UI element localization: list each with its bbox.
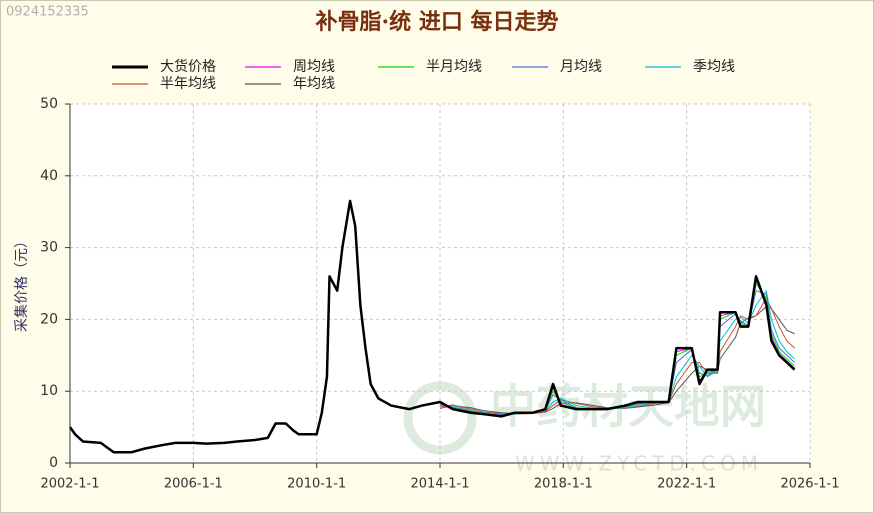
- lines: [68, 199, 796, 454]
- y-tick-label: 20: [40, 311, 58, 327]
- y-axis-label: 采集价格（元）: [13, 234, 30, 332]
- legend-label: 周均线: [293, 59, 335, 75]
- axes: 0 10 20 30 40 50 2002-1-1 2006-1-1 2010-1-1 2014-…: [40, 96, 839, 492]
- legend-label: 大货价格: [160, 58, 216, 75]
- y-tick-label: 0: [49, 455, 58, 471]
- y-tick-label: 50: [40, 96, 58, 112]
- legend-label: 年均线: [293, 76, 335, 92]
- x-tick-label: 2002-1-1: [40, 477, 99, 492]
- x-tick-label: 2010-1-1: [287, 477, 346, 492]
- legend-label: 月均线: [560, 59, 602, 75]
- legend-label: 季均线: [693, 59, 735, 75]
- x-tick-label: 2018-1-1: [534, 477, 593, 492]
- y-tick-label: 30: [40, 240, 58, 256]
- x-tick-label: 2026-1-1: [780, 477, 839, 492]
- x-tick-label: 2022-1-1: [657, 477, 716, 492]
- y-tick-label: 10: [40, 383, 58, 399]
- legend-label: 半年均线: [160, 76, 216, 92]
- legend-label: 半月均线: [426, 59, 482, 75]
- id-stamp: 0924152335: [6, 5, 89, 20]
- x-tick-label: 2006-1-1: [164, 477, 223, 492]
- chart-title: 补骨脂·统 进口 每日走势: [315, 9, 559, 35]
- series-line: [68, 199, 796, 454]
- x-tick-label: 2014-1-1: [410, 477, 469, 492]
- y-tick-label: 40: [40, 168, 58, 184]
